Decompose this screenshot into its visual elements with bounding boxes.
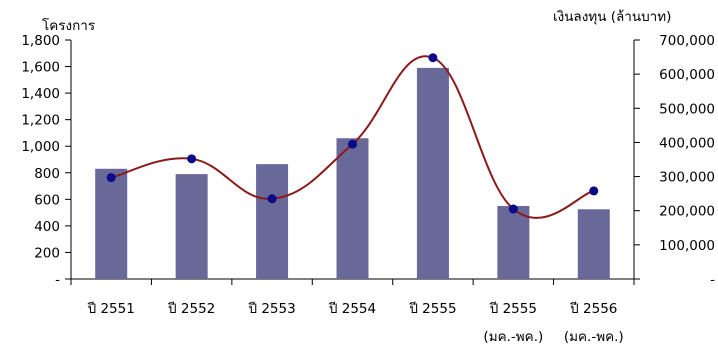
bar [176,174,208,279]
bar [497,206,529,279]
x-tick-label: ปี 2555 [409,301,457,317]
investment-point [509,205,518,214]
right-y-tick-label: 300,000 [659,170,715,186]
x-tick-label: ปี 2552 [167,301,215,317]
x-tick-label: ปี 2556 [569,301,617,317]
investment-point [187,154,196,163]
left-y-tick-label: 1,200 [21,113,60,129]
left-y-tick-label: - [55,272,60,288]
investment-point [107,173,116,182]
right-y-tick-label: 400,000 [659,135,715,151]
investment-point [268,194,277,203]
x-tick-label: ปี 2551 [87,301,135,317]
x-tick-label: (มค.-พค.) [483,329,543,345]
bar [256,164,288,279]
x-tick-label: ปี 2555 [489,301,537,317]
x-tick-label: ปี 2553 [248,301,296,317]
right-y-tick-label: 700,000 [659,33,715,49]
x-tick-label: (มค.-พค.) [564,329,624,345]
right-y-tick-label: - [710,272,715,288]
bar [417,68,449,279]
left-y-tick-label: 1,600 [21,60,60,76]
left-y-tick-label: 800 [34,166,60,182]
left-y-tick-label: 400 [34,219,60,235]
bar [578,209,610,279]
investment-point [589,186,598,195]
left-y-tick-label: 600 [34,192,60,208]
right-axis-label: เงินลงทุน (ล้านบาท) [553,9,671,25]
left-y-tick-label: 1,800 [21,33,60,49]
left-y-tick-label: 1,400 [21,86,60,102]
right-y-tick-label: 500,000 [659,101,715,117]
bar [95,169,127,279]
investment-point [428,53,437,62]
left-axis-label: โครงการ [42,17,95,34]
x-tick-label: ปี 2554 [328,301,376,317]
right-y-tick-label: 100,000 [659,238,715,254]
right-y-tick-label: 200,000 [659,204,715,220]
right-y-tick-label: 600,000 [659,67,715,83]
left-y-tick-label: 1,000 [21,139,60,155]
investment-point [348,140,357,149]
bar [337,138,369,279]
left-y-tick-label: 200 [34,245,60,261]
